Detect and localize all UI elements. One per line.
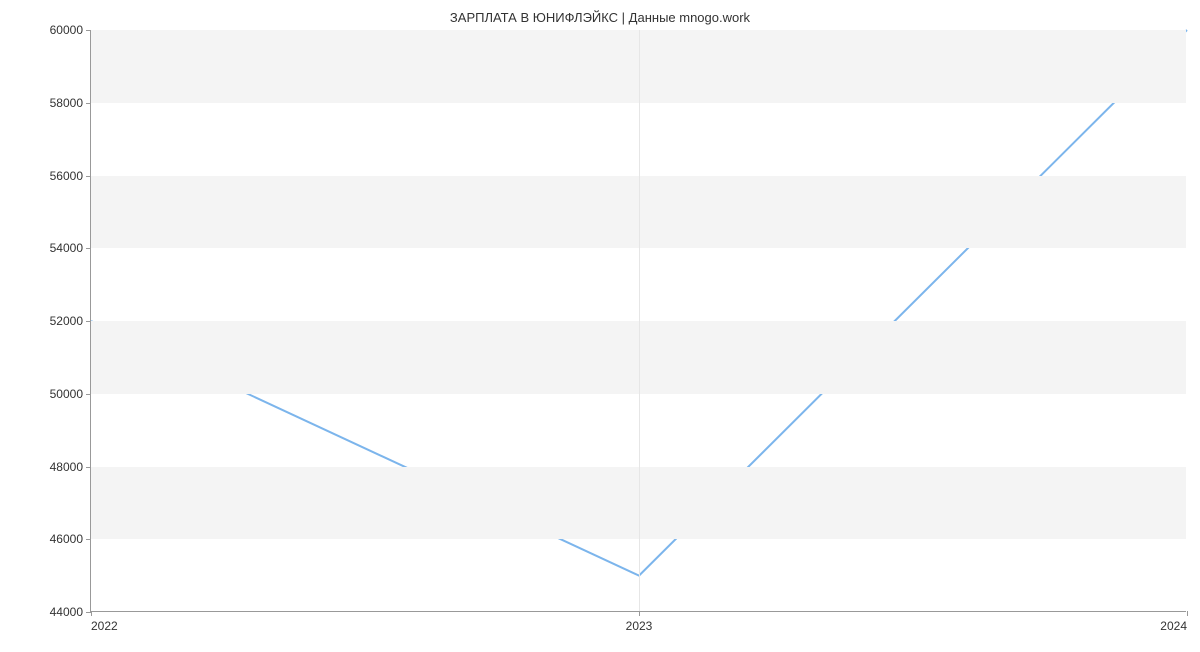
y-tick-mark xyxy=(86,248,91,249)
y-tick-mark xyxy=(86,467,91,468)
y-tick-label: 48000 xyxy=(50,460,91,474)
x-tick-mark xyxy=(1187,611,1188,616)
y-tick-label: 44000 xyxy=(50,605,91,619)
chart-area: 44000 46000 48000 50000 52000 54000 56000 58000… xyxy=(0,30,1200,652)
y-tick-label: 50000 xyxy=(50,387,91,401)
x-grid-line xyxy=(639,30,640,611)
y-tick-label: 54000 xyxy=(50,241,91,255)
x-tick-label: 2022 xyxy=(91,611,118,633)
y-tick-mark xyxy=(86,539,91,540)
y-tick-mark xyxy=(86,30,91,31)
y-tick-mark xyxy=(86,394,91,395)
y-tick-label: 46000 xyxy=(50,532,91,546)
y-tick-mark xyxy=(86,176,91,177)
y-tick-mark xyxy=(86,103,91,104)
y-tick-label: 58000 xyxy=(50,96,91,110)
y-tick-mark xyxy=(86,321,91,322)
x-tick-label: 2024 xyxy=(1160,611,1187,633)
chart-title: ЗАРПЛАТА В ЮНИФЛЭЙКС | Данные mnogo.work xyxy=(0,0,1200,30)
plot-area: 4400046000480005000052000540005600058000… xyxy=(90,30,1186,612)
y-tick-label: 56000 xyxy=(50,169,91,183)
y-tick-label: 60000 xyxy=(50,23,91,37)
y-tick-label: 52000 xyxy=(50,314,91,328)
x-tick-label: 2023 xyxy=(626,611,653,633)
